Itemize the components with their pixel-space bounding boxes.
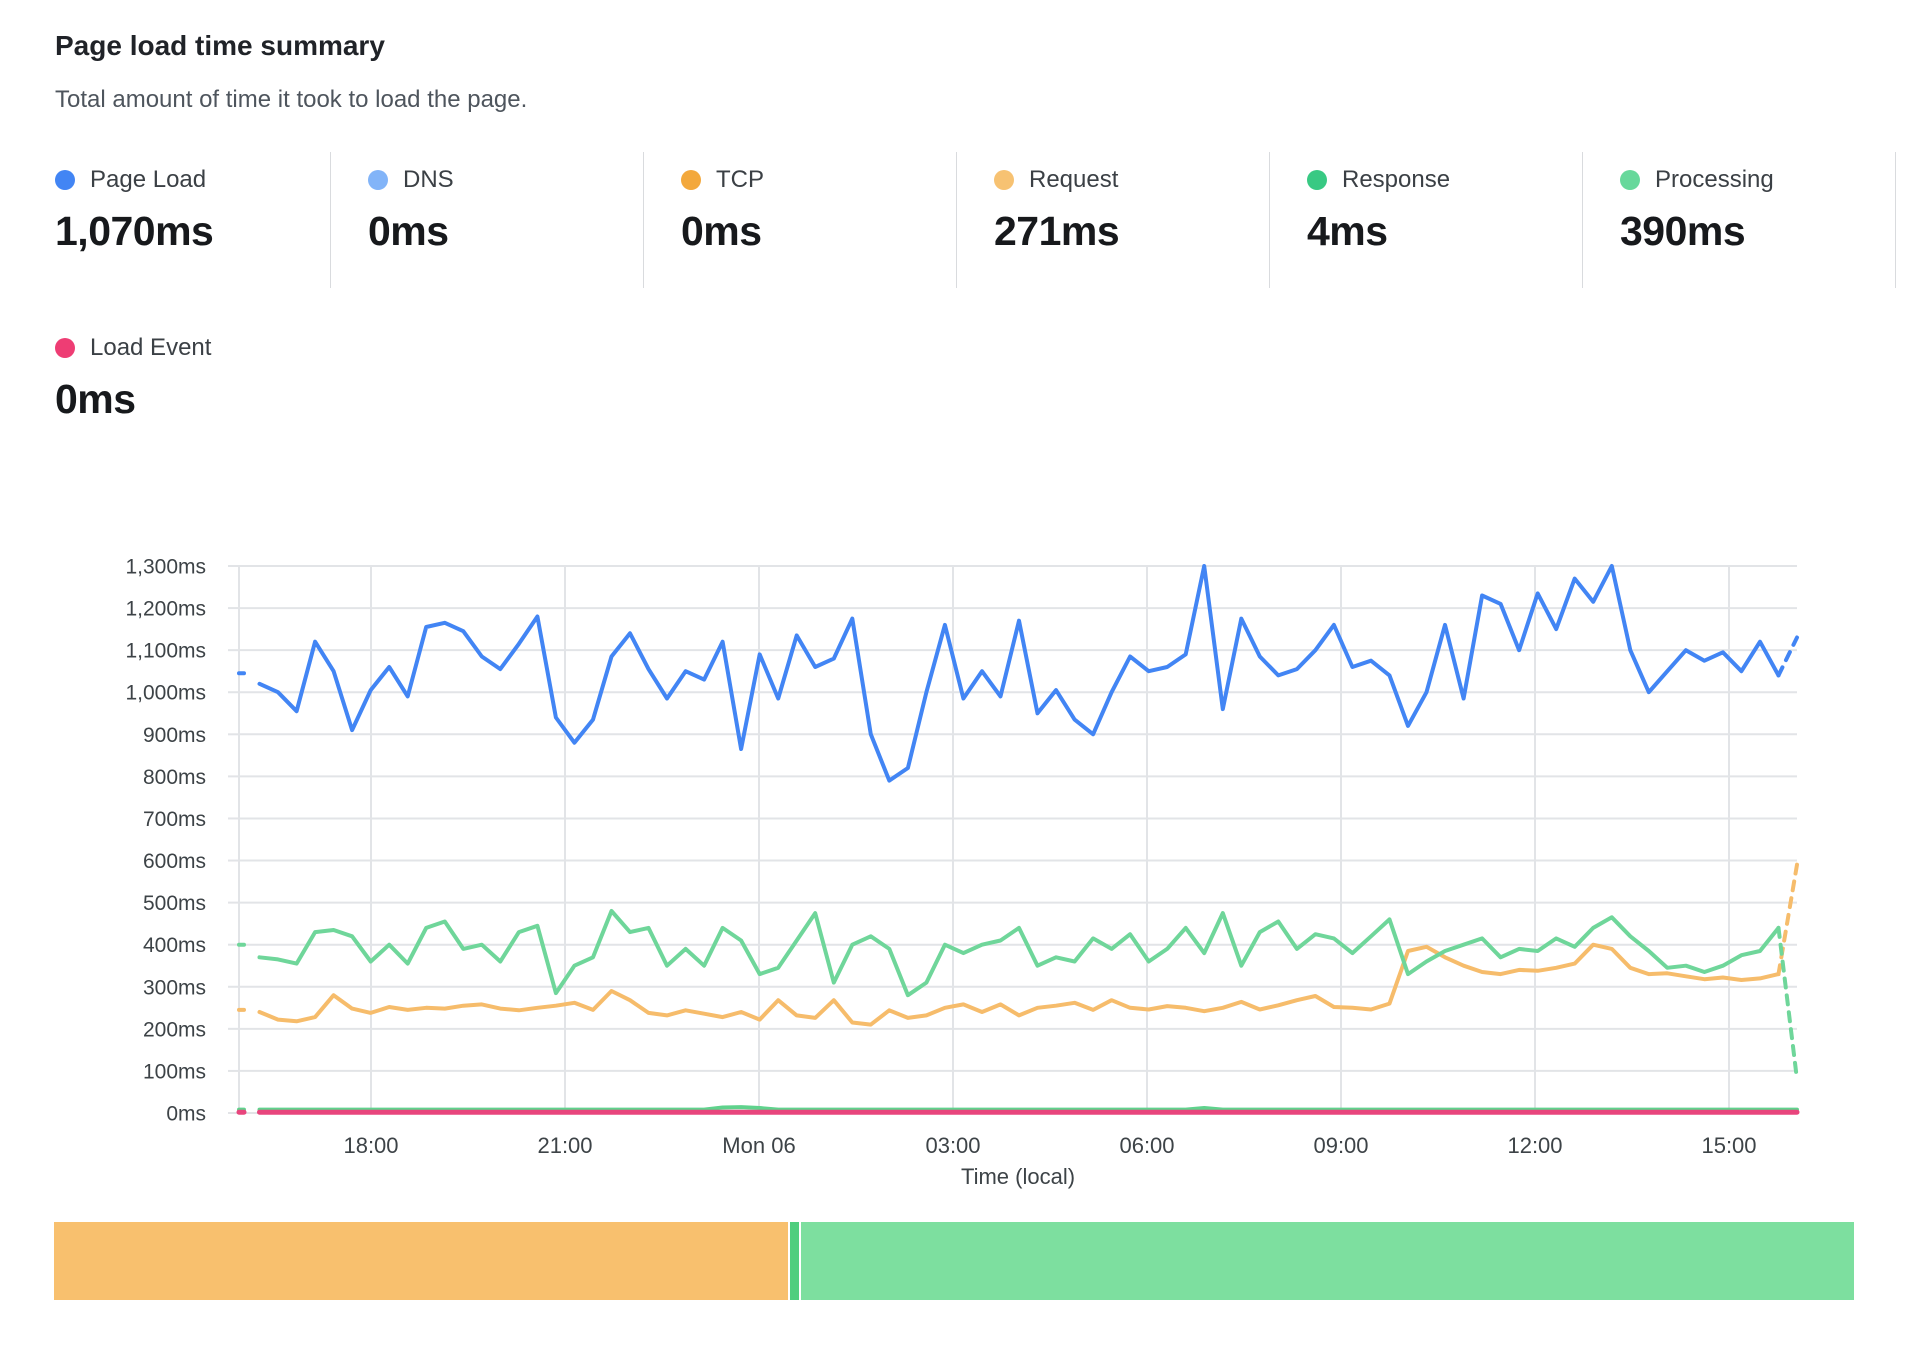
page-load-line-projection (1776, 635, 1799, 678)
legend-dot (55, 170, 75, 190)
chart-grid: 0ms 100ms 200ms 300ms 400ms 500ms 600ms 700ms 80… (125, 556, 1797, 1158)
x-axis-title: Time (local) (961, 1164, 1075, 1189)
y-axis-tick-label: 100ms (143, 1060, 206, 1083)
metric-tcp: TCP 0ms (681, 152, 981, 255)
y-axis-tick-label: 900ms (143, 724, 206, 747)
metric-divider (1895, 152, 1896, 288)
metric-divider (330, 152, 331, 288)
x-axis-tick-label: 06:00 (1119, 1133, 1174, 1158)
y-axis-tick-label: 500ms (143, 892, 206, 915)
response-share (790, 1222, 799, 1300)
metric-label: Page Load (90, 166, 207, 193)
legend-dot (681, 170, 701, 190)
y-axis-tick-label: 600ms (143, 850, 206, 873)
x-axis-tick-label: Mon 06 (722, 1133, 795, 1158)
y-axis-tick-label: 1,000ms (125, 682, 206, 705)
y-axis-tick-label: 1,100ms (125, 640, 206, 663)
metric-processing: Processing 390ms (1620, 152, 1910, 255)
y-axis-tick-label: 800ms (143, 766, 206, 789)
legend-dot (994, 170, 1014, 190)
page-load-line (237, 564, 1781, 783)
metric-label: TCP (716, 166, 764, 193)
metric-page-load: Page Load 1,070ms (55, 152, 355, 255)
metric-divider (956, 152, 957, 288)
y-axis-tick-label: 700ms (143, 808, 206, 831)
metric-label: Load Event (90, 334, 212, 361)
request-share (54, 1222, 788, 1300)
timing-share-bar (54, 1222, 1856, 1300)
x-axis-tick-label: 12:00 (1507, 1133, 1562, 1158)
y-axis-tick-label: 200ms (143, 1018, 206, 1041)
x-axis-tick-label: 18:00 (343, 1133, 398, 1158)
processing-line-projection (1776, 925, 1799, 1082)
metric-value: 390ms (1620, 208, 1746, 254)
load-event-legend-dot (55, 338, 75, 358)
metric-value: 0ms (55, 376, 136, 422)
y-axis-tick-label: 400ms (143, 934, 206, 957)
metric-value: 271ms (994, 208, 1120, 254)
legend-dot (1307, 170, 1327, 190)
metric-dns: DNS 0ms (368, 152, 668, 255)
page-subtitle: Total amount of time it took to load the… (55, 86, 528, 113)
request-line-projection (1776, 862, 1799, 977)
processing-line (237, 909, 1781, 998)
metrics-row: Page Load 1,070ms DNS 0ms TCP 0ms Request 271ms… (0, 152, 1910, 292)
x-axis-tick-label: 21:00 (537, 1133, 592, 1158)
metric-label: Processing (1655, 166, 1774, 193)
x-axis-tick-label: 15:00 (1701, 1133, 1756, 1158)
processing-share (801, 1222, 1854, 1300)
x-axis-tick-label: 03:00 (925, 1133, 980, 1158)
y-axis-tick-label: 300ms (143, 976, 206, 999)
metric-divider (1582, 152, 1583, 288)
response-line (237, 1105, 1799, 1112)
metric-request: Request 271ms (994, 152, 1294, 255)
metric-label: DNS (403, 166, 454, 193)
metric-value: 4ms (1307, 208, 1388, 254)
metric-label: Response (1342, 166, 1451, 193)
metric-value: 1,070ms (55, 208, 214, 254)
metric-load-event: Load Event 0ms (55, 330, 211, 423)
legend-dot (368, 170, 388, 190)
y-axis-tick-label: 1,300ms (125, 556, 206, 579)
metric-divider (1269, 152, 1270, 288)
page-title: Page load time summary (55, 30, 385, 61)
metric-label: Request (1029, 166, 1119, 193)
metric-response: Response 4ms (1307, 152, 1607, 255)
chart-series (236, 564, 1800, 1115)
legend-dot (1620, 170, 1640, 190)
y-axis-tick-label: 0ms (166, 1103, 206, 1126)
metric-divider (643, 152, 644, 288)
y-axis-tick-label: 1,200ms (125, 598, 206, 621)
metric-value: 0ms (368, 208, 449, 254)
request-line (237, 942, 1781, 1027)
x-axis-tick-label: 09:00 (1313, 1133, 1368, 1158)
metric-value: 0ms (681, 208, 762, 254)
